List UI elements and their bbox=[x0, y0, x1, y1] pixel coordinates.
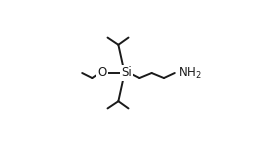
Text: Si: Si bbox=[121, 66, 132, 80]
Text: NH$_2$: NH$_2$ bbox=[178, 65, 202, 81]
Text: O: O bbox=[97, 66, 106, 80]
